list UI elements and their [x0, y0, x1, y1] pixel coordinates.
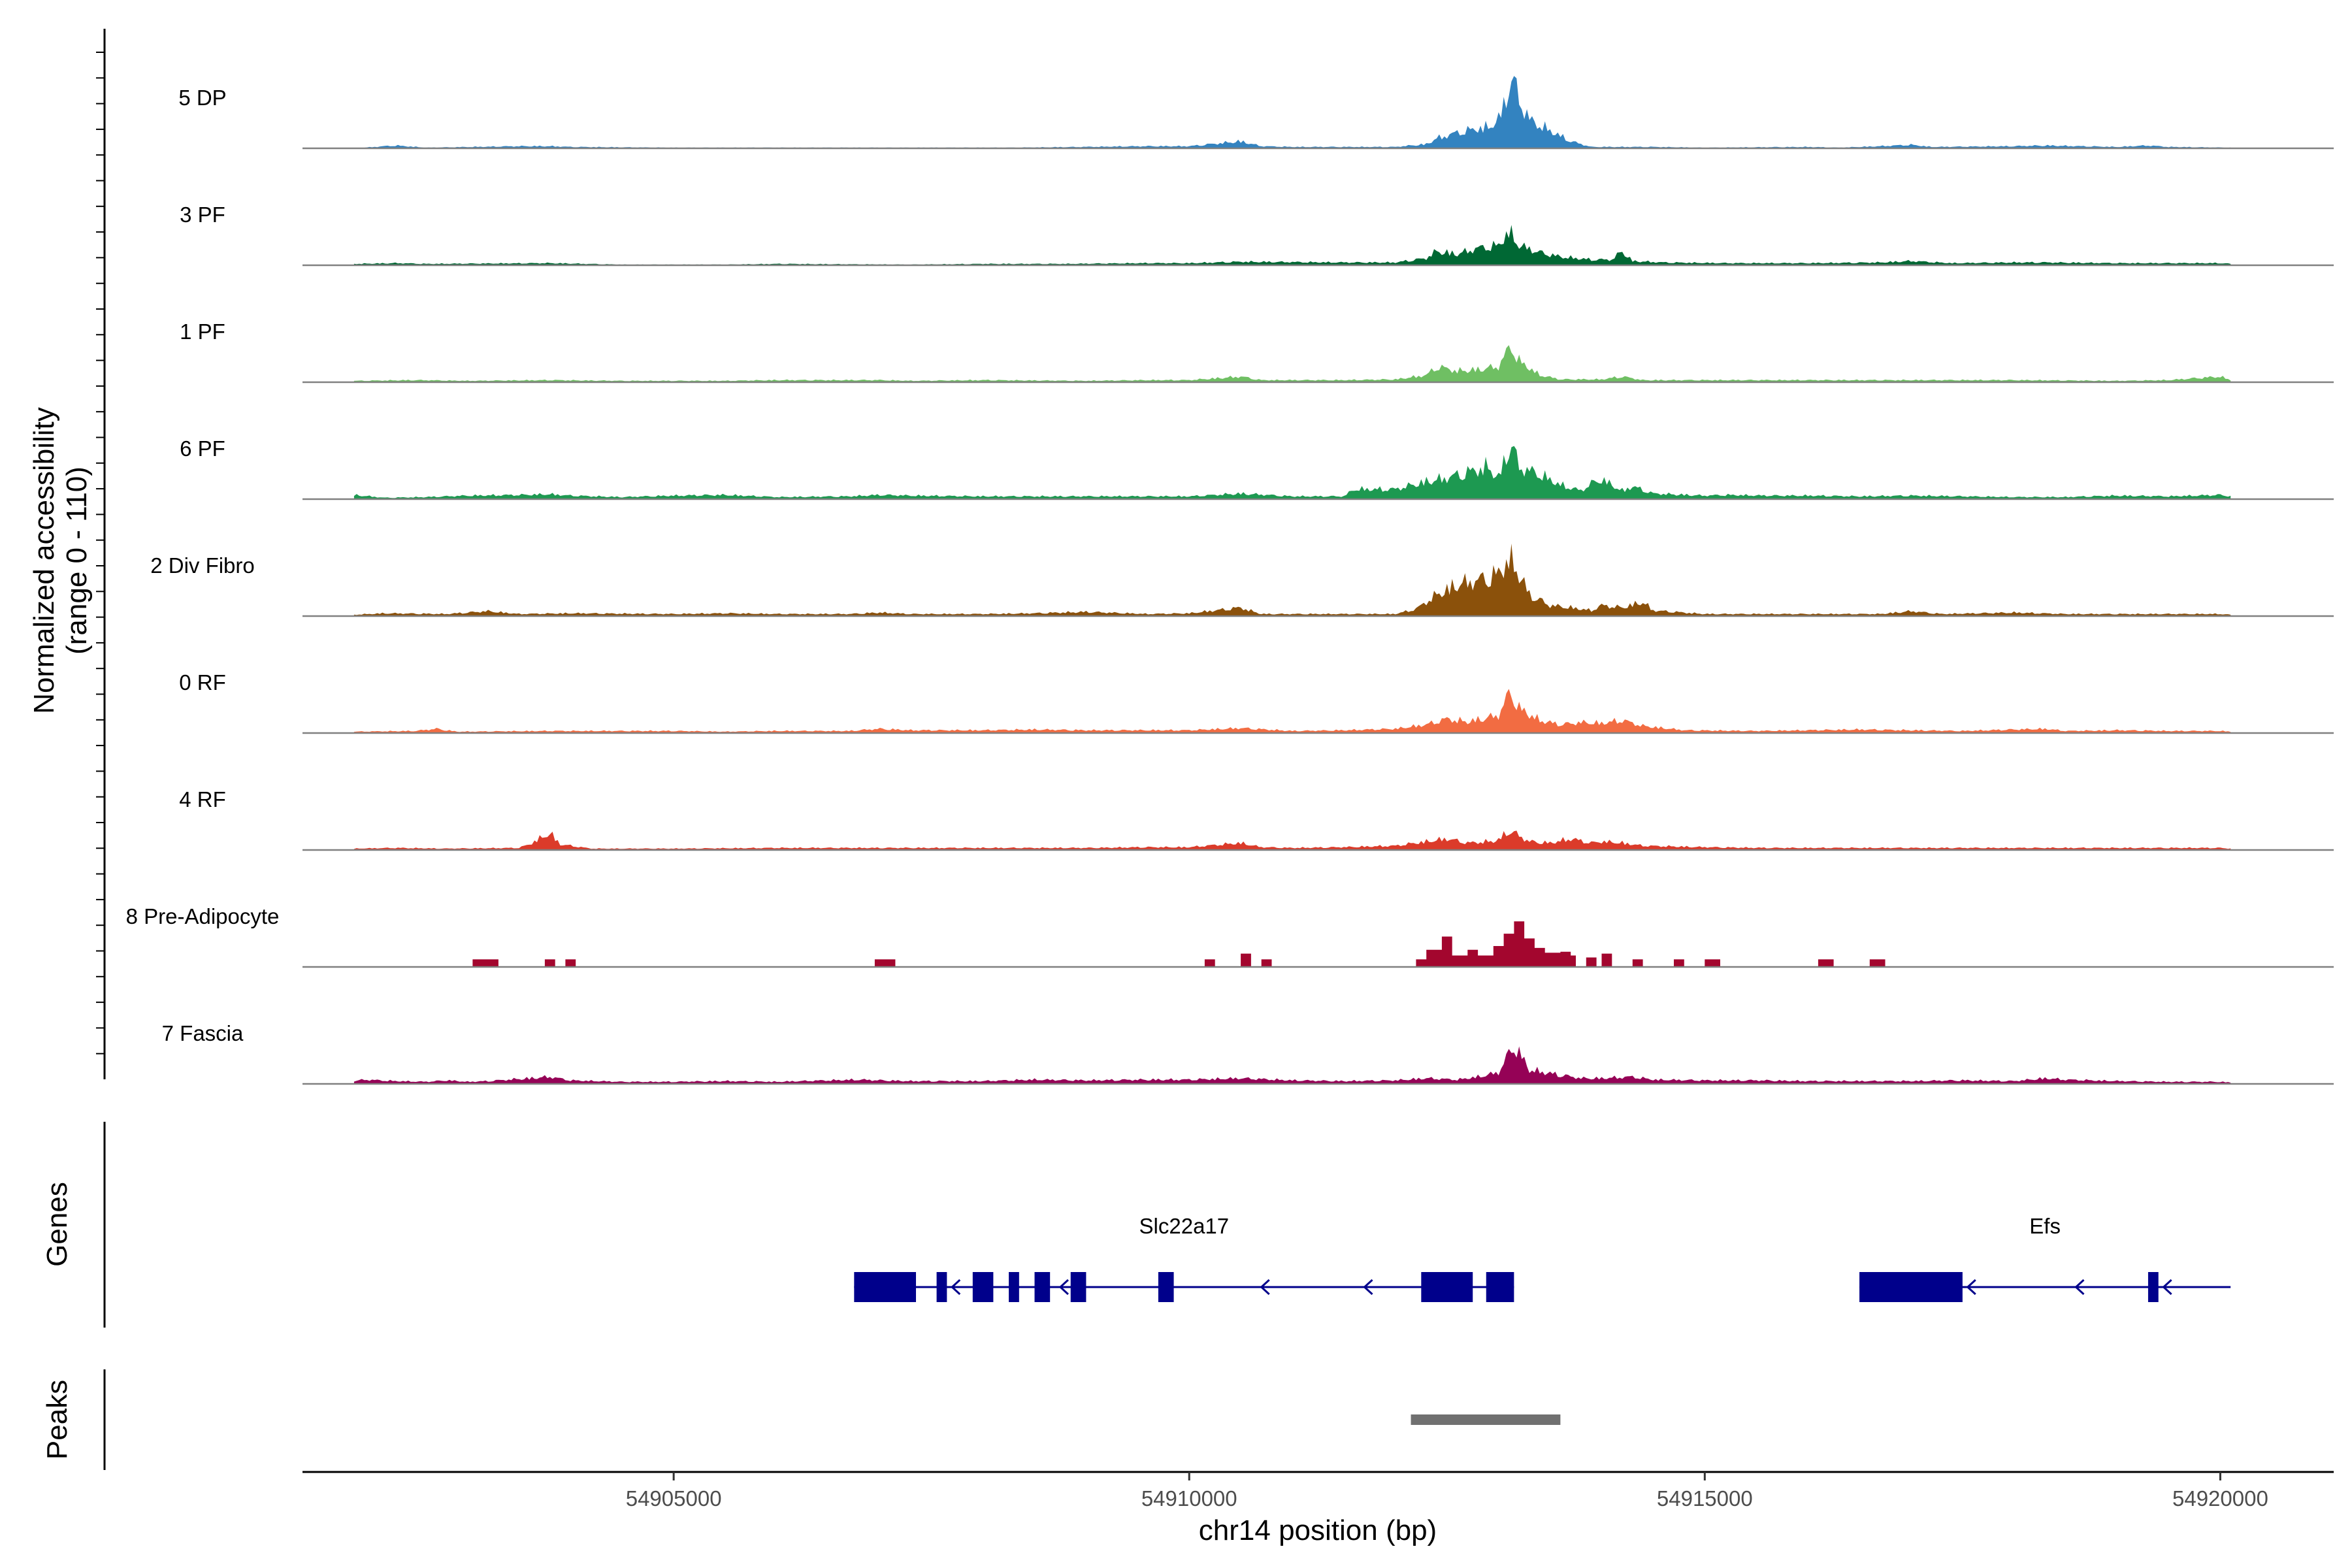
gene-exon: [936, 1272, 947, 1302]
track-label: 7 Fascia: [162, 1021, 244, 1045]
track-0: 5 DP: [178, 76, 2334, 150]
genes-track-label: Genes: [41, 1182, 73, 1267]
track-label: 3 PF: [180, 203, 225, 227]
gene-exon: [1034, 1272, 1051, 1302]
coverage-tracks: 5 DP 3 PF 1 PF 6 PF 2 Div Fibro 0 RF 4 RF 8 Pre…: [126, 76, 2334, 1085]
coverage-area: [353, 446, 2231, 499]
strand-arrow: [1058, 1279, 1069, 1296]
gene-exon: [1421, 1272, 1473, 1302]
track-label: 2 Div Fibro: [150, 553, 255, 578]
track-label: 6 PF: [180, 436, 225, 461]
gene-model: Efs: [1859, 1214, 2231, 1302]
strand-arrow: [1966, 1279, 1976, 1296]
track-8: 7 Fascia: [162, 1021, 2334, 1085]
x-tick-label: 54905000: [626, 1486, 722, 1511]
strand-arrow: [2074, 1279, 2085, 1296]
peaks-track-label: Peaks: [41, 1380, 73, 1460]
gene-exon: [1070, 1272, 1086, 1302]
coverage-area: [353, 1046, 2231, 1084]
x-axis-title: chr14 position (bp): [1199, 1514, 1437, 1546]
gene-exon: [2148, 1272, 2159, 1302]
coverage-y-axis: [96, 29, 106, 1079]
gene-exon: [854, 1272, 917, 1302]
x-tick-label: 54920000: [2172, 1486, 2268, 1511]
peak-region: [1411, 1414, 1561, 1425]
strand-arrow: [951, 1279, 961, 1296]
track-7: 8 Pre-Adipocyte: [126, 904, 2334, 968]
x-axis: 54905000 54910000 54915000 54920000: [302, 1471, 2334, 1511]
track-2: 1 PF: [180, 319, 2334, 384]
track-label: 4 RF: [179, 787, 226, 811]
coverage-area: [353, 345, 2231, 382]
gene-exon: [1486, 1272, 1514, 1302]
gene-exon: [1158, 1272, 1174, 1302]
track-label: 1 PF: [180, 319, 225, 344]
coverage-area: [353, 830, 2231, 850]
track-4: 2 Div Fibro: [150, 544, 2334, 617]
strand-arrow: [1260, 1279, 1270, 1296]
track-label: 5 DP: [178, 86, 226, 110]
gene-model: Slc22a17: [854, 1214, 1514, 1302]
strand-arrow: [1363, 1279, 1373, 1296]
track-6: 4 RF: [179, 787, 2334, 851]
y-axis-range-label: (range 0 - 110): [61, 466, 93, 655]
gene-exon: [1009, 1272, 1019, 1302]
track-label: 0 RF: [179, 670, 226, 694]
track-label: 8 Pre-Adipocyte: [126, 904, 280, 928]
y-axis-title: Normalized accessibility: [28, 407, 60, 713]
gene-exon: [972, 1272, 994, 1302]
peaks-track: Peaks: [41, 1369, 1561, 1470]
strand-arrow: [2162, 1279, 2172, 1296]
coverage-area: [467, 921, 1886, 967]
track-5: 0 RF: [179, 670, 2334, 734]
track-1: 3 PF: [180, 203, 2334, 267]
coverage-area: [353, 225, 2231, 265]
genes-track: Genes Slc22a17 Efs: [41, 1122, 2231, 1328]
track-3: 6 PF: [180, 436, 2334, 500]
coverage-area: [353, 544, 2231, 616]
gene-name-label: Slc22a17: [1139, 1214, 1230, 1238]
x-tick-label: 54910000: [1141, 1486, 1237, 1511]
coverage-area: [353, 689, 2231, 733]
gene-exon: [1859, 1272, 1963, 1302]
gene-name-label: Efs: [2029, 1214, 2061, 1238]
coverage-area: [353, 76, 2231, 148]
x-tick-label: 54915000: [1657, 1486, 1753, 1511]
